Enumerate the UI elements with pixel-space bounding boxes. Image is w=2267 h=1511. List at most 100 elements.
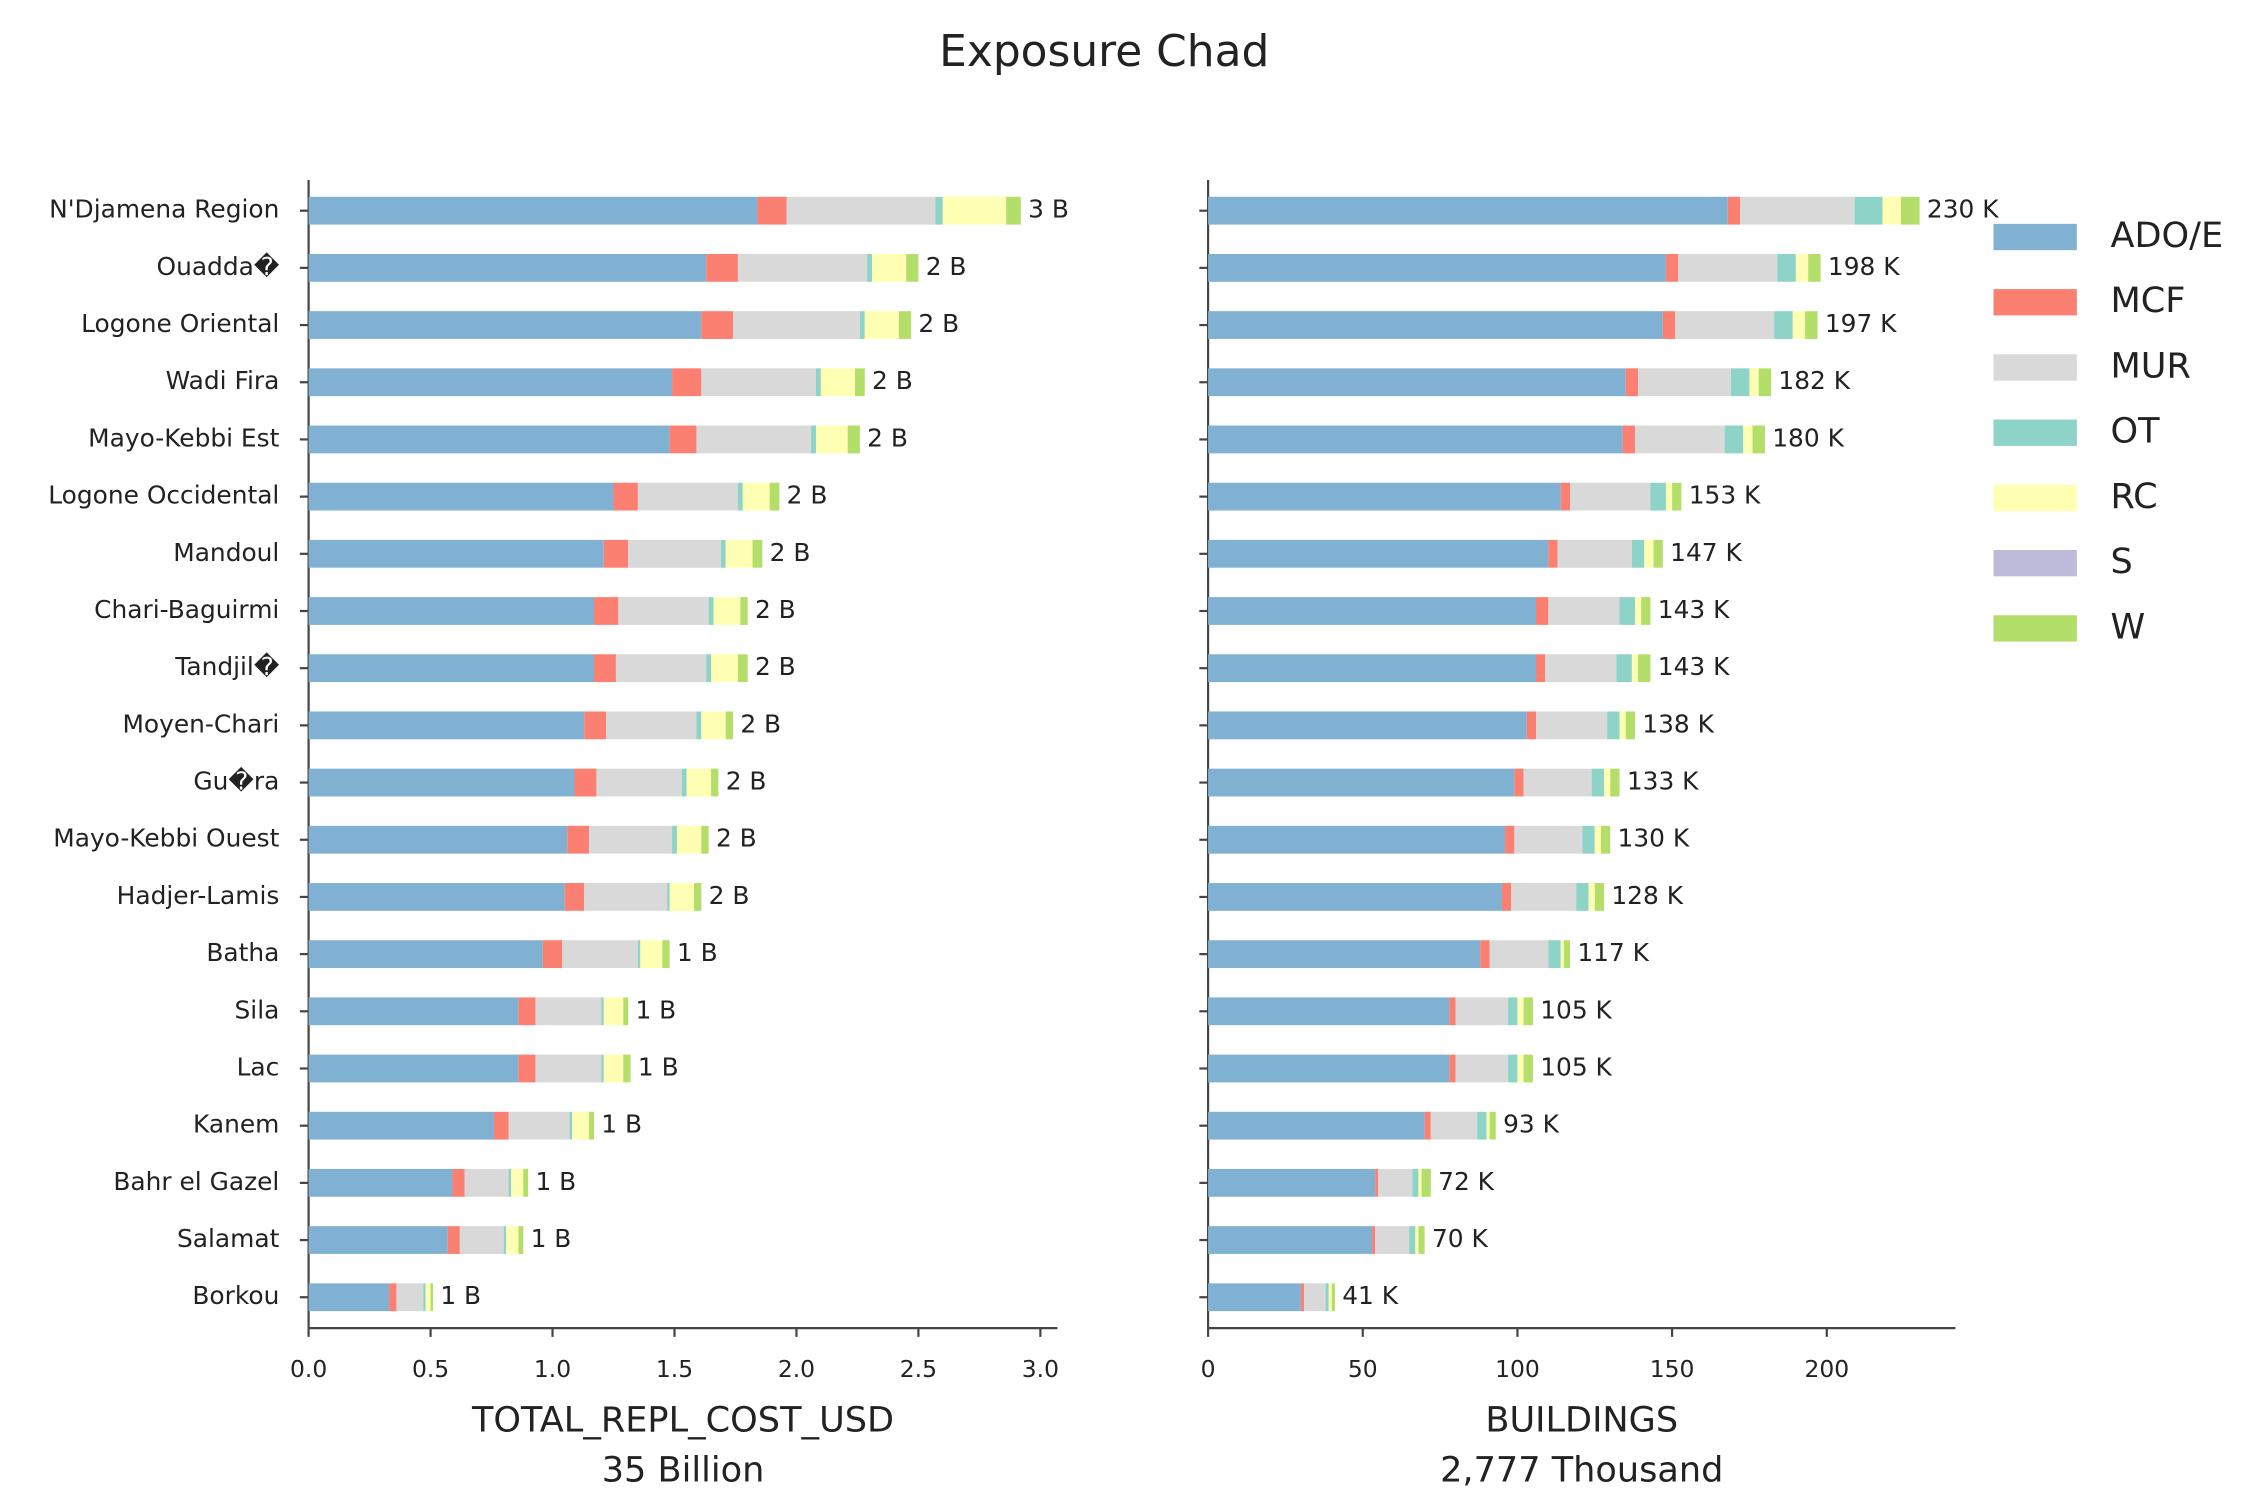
bar-segment — [669, 425, 697, 454]
bar-segment — [669, 883, 695, 911]
bar-segment — [1412, 1168, 1419, 1197]
total-label: 2 B — [709, 881, 750, 910]
bar-segment — [1619, 711, 1626, 740]
bar-segment — [740, 597, 748, 625]
bar-segment — [584, 883, 668, 911]
bar-segment — [1675, 311, 1775, 339]
bar-segment — [725, 539, 753, 568]
bar-segment — [1591, 768, 1605, 797]
total-label: 230 K — [1927, 195, 1999, 224]
x-tick-label: 1.0 — [534, 1355, 571, 1383]
bar-segment — [1730, 368, 1750, 397]
bar-segment — [711, 654, 738, 683]
category-label: Logone Occidental — [48, 481, 279, 510]
x-tick-label: 200 — [1804, 1355, 1849, 1383]
bar-segment — [1421, 1168, 1431, 1197]
bar-segment — [623, 997, 629, 1026]
bar-segment — [569, 1111, 573, 1140]
bar-segment — [1208, 940, 1481, 969]
bar-segment — [1415, 1226, 1419, 1254]
bar-segment — [1477, 1111, 1487, 1140]
legend-label: MCF — [2111, 280, 2186, 321]
bar-segment — [603, 539, 629, 568]
legend-swatch — [1993, 289, 2077, 316]
total-label: 143 K — [1658, 652, 1730, 681]
legend-label: S — [2111, 541, 2133, 582]
total-label: 133 K — [1627, 767, 1699, 796]
bar-segment — [1418, 1226, 1425, 1254]
total-label: 105 K — [1540, 995, 1612, 1024]
bar-segment — [872, 253, 907, 282]
bar-segment — [613, 482, 638, 511]
category-label: Wadi Fira — [166, 366, 280, 395]
total-label: 2 B — [926, 252, 967, 281]
bar-segment — [737, 654, 748, 683]
total-label: 70 K — [1432, 1224, 1489, 1253]
bar-segment — [506, 1226, 519, 1254]
bar-segment — [601, 1054, 604, 1083]
bar-segment — [1631, 539, 1645, 568]
category-label: Ouadda� — [157, 252, 280, 281]
bar-segment — [1749, 368, 1759, 397]
x-tick-label: 0 — [1201, 1355, 1216, 1383]
bar-segment — [1650, 482, 1666, 511]
total-label: 2 B — [726, 767, 767, 796]
bar-segment — [1619, 597, 1635, 625]
bar-segment — [1560, 940, 1564, 969]
bar-segment — [1378, 1168, 1413, 1197]
total-label: 2 B — [918, 309, 959, 338]
x-tick-label: 0.0 — [290, 1355, 327, 1383]
bar-segment — [1455, 997, 1509, 1026]
total-label: 138 K — [1642, 709, 1714, 738]
bar-segment — [1570, 482, 1651, 511]
category-label: Mandoul — [173, 538, 279, 567]
bar-segment — [1517, 997, 1524, 1026]
bar-segment — [672, 368, 702, 397]
bar-segment — [847, 425, 860, 454]
bar-segment — [308, 1111, 494, 1140]
bar-segment — [593, 597, 619, 625]
bar-segment — [1489, 940, 1549, 969]
total-label: 117 K — [1577, 938, 1649, 967]
bar-segment — [1758, 368, 1772, 397]
category-label: Mayo-Kebbi Est — [88, 423, 279, 452]
bar-segment — [1208, 1168, 1376, 1197]
bar-segment — [667, 883, 670, 911]
bar-segment — [640, 940, 663, 969]
bar-segment — [1634, 425, 1725, 454]
bar-segment — [1430, 1111, 1478, 1140]
total-label: 130 K — [1618, 824, 1690, 853]
bar-segment — [1641, 597, 1651, 625]
legend-label: ADO/E — [2111, 215, 2224, 256]
bar-segment — [701, 368, 816, 397]
bar-segment — [562, 940, 638, 969]
bar-segment — [423, 1283, 426, 1312]
bar-segment — [1665, 482, 1673, 511]
category-label: Borkou — [192, 1281, 279, 1310]
bar-segment — [1607, 711, 1620, 740]
bar-segment — [696, 711, 702, 740]
bar-segment — [511, 1168, 524, 1197]
bar-segment — [701, 711, 726, 740]
bar-segment — [1638, 368, 1731, 397]
bar-segment — [1208, 654, 1536, 683]
bar-segment — [811, 425, 816, 454]
legend-label: W — [2111, 606, 2146, 647]
legend-swatch — [1993, 419, 2077, 446]
bar-segment — [1303, 1283, 1326, 1312]
bar-segment — [308, 1226, 448, 1254]
bar-segment — [1208, 253, 1666, 282]
x-tick-label: 2.5 — [900, 1355, 937, 1383]
category-label: Sila — [235, 995, 280, 1024]
category-label: Chari-Baguirmi — [94, 595, 279, 624]
bar-segment — [1604, 768, 1611, 797]
bar-segment — [1662, 311, 1676, 339]
bar-segment — [1727, 196, 1741, 225]
bar-segment — [1535, 711, 1608, 740]
bar-segment — [308, 768, 575, 797]
x-axis-label: 2,777 Thousand — [1440, 1449, 1723, 1490]
bar-segment — [737, 482, 743, 511]
total-label: 72 K — [1438, 1167, 1495, 1196]
x-tick-label: 3.0 — [1022, 1355, 1059, 1383]
bar-segment — [662, 940, 670, 969]
